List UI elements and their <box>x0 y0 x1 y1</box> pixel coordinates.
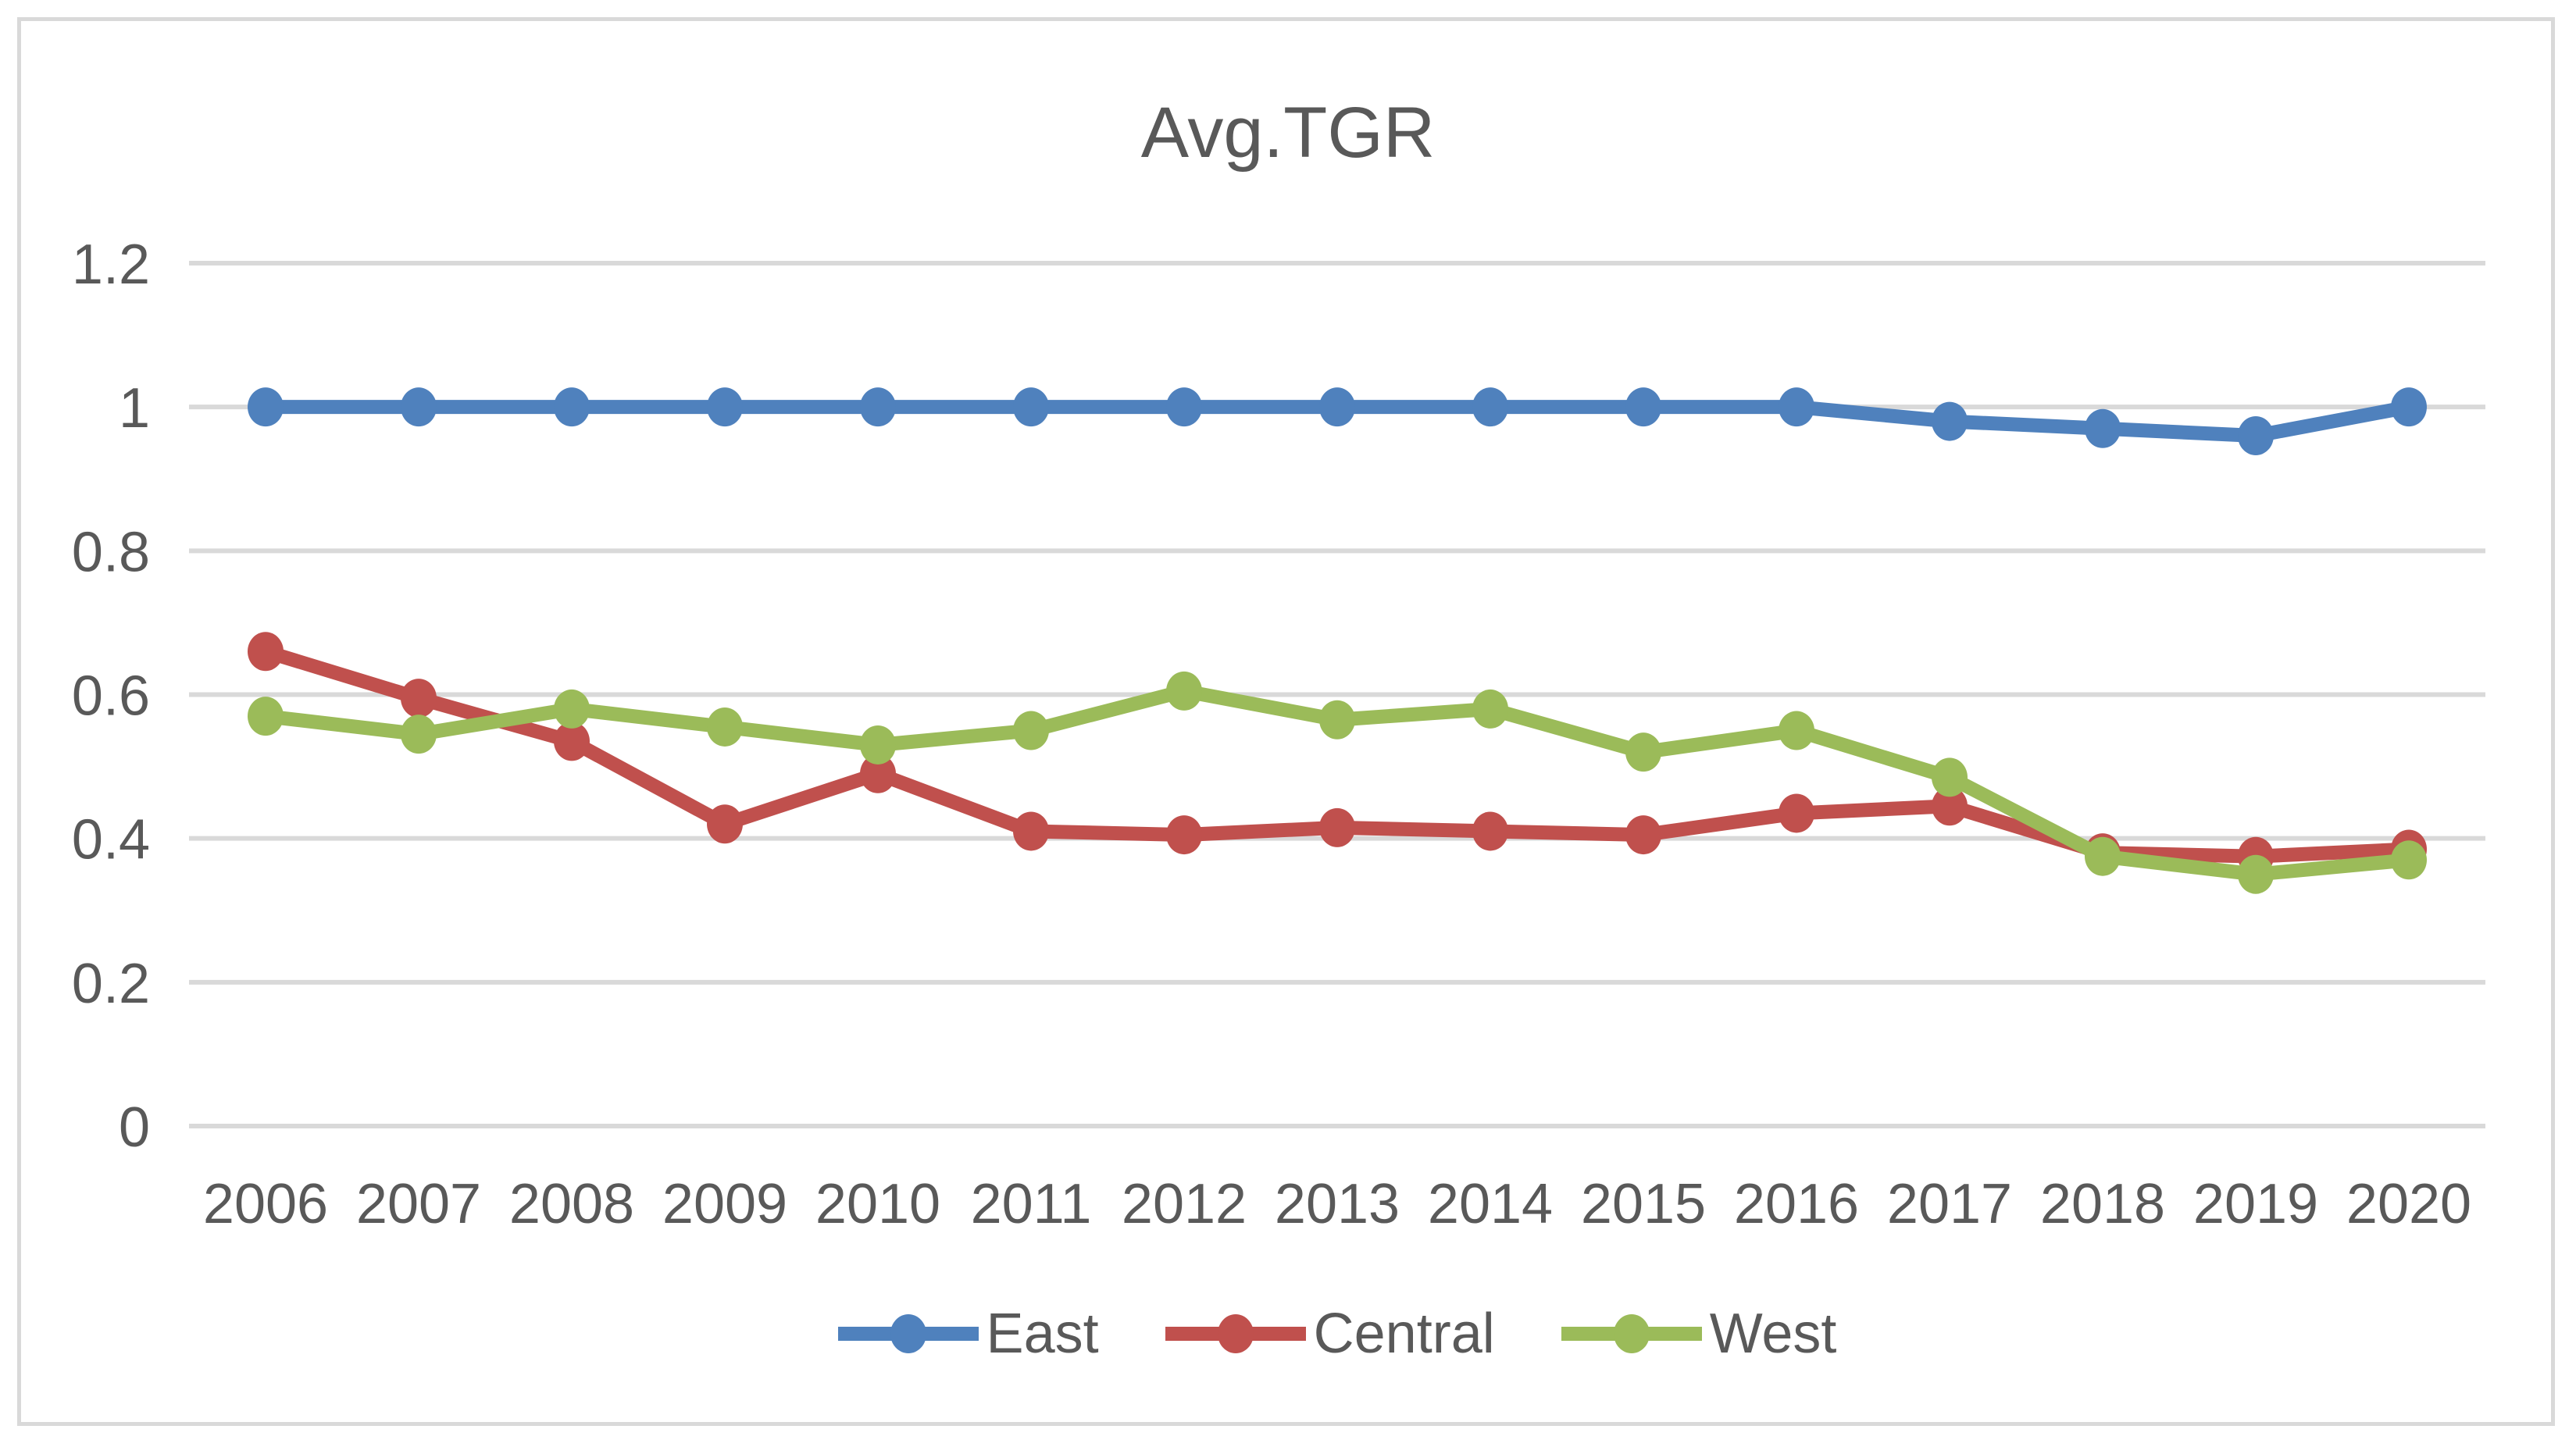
legend-marker-west <box>1561 1314 1702 1353</box>
x-tick-label-2018: 2018 <box>2040 1173 2165 1235</box>
marker-west-2013 <box>1319 700 1355 740</box>
marker-central-2010 <box>860 754 896 793</box>
legend-dot <box>1217 1314 1254 1353</box>
legend-label-east: East <box>986 1303 1099 1365</box>
y-tick-label-0.2: 0.2 <box>72 953 150 1015</box>
x-tick-label-2007: 2007 <box>356 1173 481 1235</box>
marker-west-2020 <box>2391 840 2427 880</box>
marker-central-2006 <box>248 632 284 672</box>
marker-west-2016 <box>1779 711 1814 750</box>
marker-west-2007 <box>401 715 437 754</box>
marker-central-2007 <box>401 679 437 718</box>
marker-east-2007 <box>401 387 437 427</box>
legend-item-east: East <box>837 1302 1099 1366</box>
y-tick-label-0.4: 0.4 <box>72 809 150 871</box>
chart-title: Avg.TGR <box>1140 93 1436 173</box>
x-tick-label-2010: 2010 <box>815 1173 940 1235</box>
marker-central-2013 <box>1319 807 1355 847</box>
marker-west-2015 <box>1625 732 1661 772</box>
marker-central-2014 <box>1472 811 1508 851</box>
marker-central-2016 <box>1779 793 1814 833</box>
legend-label-west: West <box>1709 1303 1837 1365</box>
y-tick-label-1: 1 <box>119 377 150 440</box>
marker-west-2017 <box>1932 757 1968 797</box>
x-tick-label-2013: 2013 <box>1275 1173 1400 1235</box>
marker-east-2017 <box>1932 401 1968 441</box>
x-tick-label-2019: 2019 <box>2193 1173 2318 1235</box>
y-tick-label-0.6: 0.6 <box>72 665 150 728</box>
marker-west-2006 <box>248 697 284 736</box>
marker-central-2017 <box>1932 786 1968 826</box>
marker-west-2009 <box>707 707 743 747</box>
marker-central-2011 <box>1013 811 1049 851</box>
x-tick-label-2009: 2009 <box>662 1173 787 1235</box>
marker-east-2008 <box>554 387 590 427</box>
marker-central-2012 <box>1166 815 1202 855</box>
marker-central-2008 <box>554 722 590 761</box>
marker-central-2009 <box>707 804 743 844</box>
marker-west-2008 <box>554 689 590 729</box>
marker-east-2014 <box>1472 387 1508 427</box>
x-tick-label-2012: 2012 <box>1122 1173 1247 1235</box>
marker-east-2009 <box>707 387 743 427</box>
legend-label-central: Central <box>1313 1303 1495 1365</box>
legend-marker-central <box>1165 1314 1306 1353</box>
y-tick-label-0.8: 0.8 <box>72 521 150 583</box>
y-tick-label-1.2: 1.2 <box>72 233 150 296</box>
x-tick-label-2006: 2006 <box>203 1173 328 1235</box>
legend: East Central West <box>189 1296 2485 1371</box>
marker-east-2020 <box>2391 387 2427 427</box>
x-tick-label-2015: 2015 <box>1581 1173 1706 1235</box>
marker-west-2019 <box>2238 854 2274 894</box>
x-tick-label-2008: 2008 <box>509 1173 634 1235</box>
marker-east-2013 <box>1319 387 1355 427</box>
marker-central-2015 <box>1625 815 1661 855</box>
marker-east-2012 <box>1166 387 1202 427</box>
y-tick-label-0: 0 <box>119 1096 150 1159</box>
marker-west-2018 <box>2085 836 2121 876</box>
marker-west-2014 <box>1472 689 1508 729</box>
legend-marker-east <box>837 1314 979 1353</box>
x-tick-label-2011: 2011 <box>971 1173 1092 1235</box>
marker-east-2011 <box>1013 387 1049 427</box>
x-tick-label-2020: 2020 <box>2346 1173 2471 1235</box>
marker-east-2018 <box>2085 408 2121 448</box>
marker-east-2006 <box>248 387 284 427</box>
marker-west-2012 <box>1166 671 1202 711</box>
x-tick-label-2014: 2014 <box>1428 1173 1553 1235</box>
x-tick-label-2016: 2016 <box>1734 1173 1859 1235</box>
legend-dot <box>1613 1314 1650 1353</box>
marker-east-2019 <box>2238 416 2274 456</box>
marker-east-2015 <box>1625 387 1661 427</box>
x-tick-label-2017: 2017 <box>1887 1173 2012 1235</box>
legend-dot <box>890 1314 926 1353</box>
marker-west-2010 <box>860 725 896 764</box>
legend-item-west: West <box>1561 1302 1837 1366</box>
legend-item-central: Central <box>1165 1302 1495 1366</box>
chart-border <box>17 17 2555 1426</box>
marker-east-2016 <box>1779 387 1814 427</box>
marker-west-2011 <box>1013 711 1049 750</box>
marker-east-2010 <box>860 387 896 427</box>
